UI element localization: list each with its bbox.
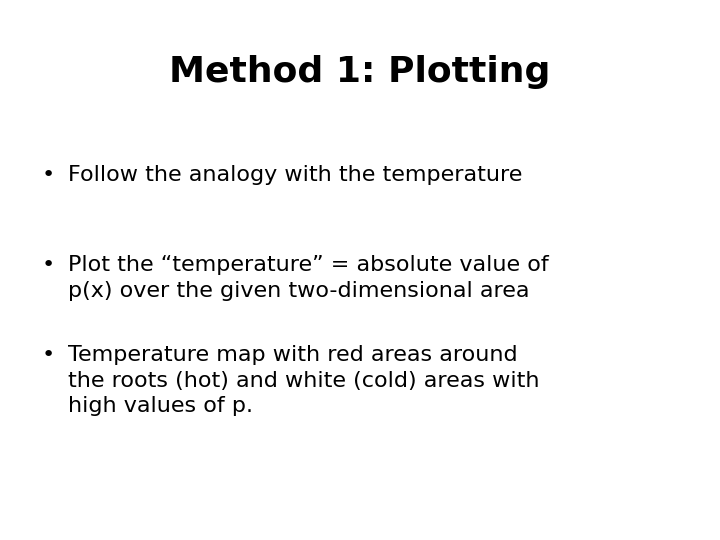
Text: •: • — [41, 255, 55, 275]
Text: •: • — [41, 345, 55, 365]
Text: •: • — [41, 165, 55, 185]
Text: Plot the “temperature” = absolute value of
p(x) over the given two-dimensional a: Plot the “temperature” = absolute value … — [68, 255, 549, 301]
Text: Method 1: Plotting: Method 1: Plotting — [169, 55, 551, 89]
Text: Follow the analogy with the temperature: Follow the analogy with the temperature — [68, 165, 523, 185]
Text: Temperature map with red areas around
the roots (hot) and white (cold) areas wit: Temperature map with red areas around th… — [68, 345, 539, 416]
